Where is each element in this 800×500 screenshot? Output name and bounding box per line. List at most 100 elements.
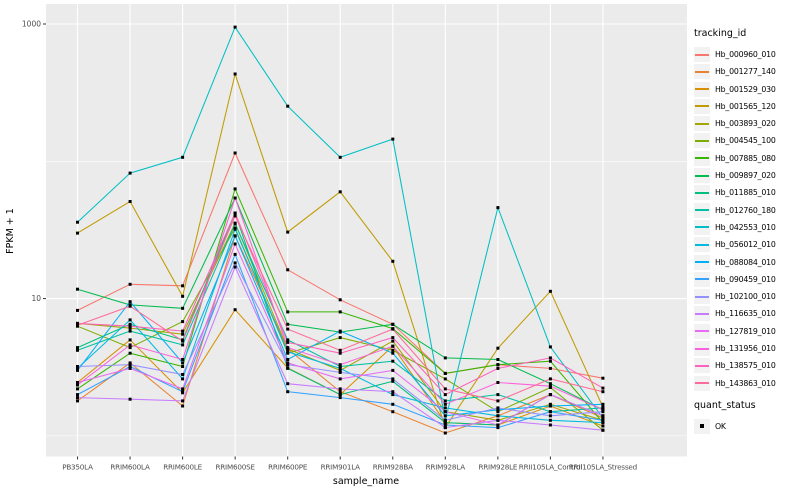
data-point (286, 358, 290, 361)
x-tick-label: PB350LA (62, 463, 93, 472)
data-point (391, 359, 395, 363)
data-point (443, 423, 447, 427)
data-point (128, 346, 132, 350)
data-point (548, 377, 552, 381)
legend-key (694, 237, 710, 253)
data-point (76, 365, 79, 368)
data-point (76, 387, 79, 391)
data-point (181, 377, 185, 381)
legend-key (694, 185, 710, 201)
data-point (338, 190, 342, 194)
data-point (601, 386, 605, 390)
data-point (286, 268, 290, 272)
data-point (548, 423, 552, 427)
data-point (181, 358, 185, 361)
y-tick-label: 1000 (22, 20, 41, 29)
x-tick-label: RRIM928LE (478, 463, 517, 472)
grid-minor (46, 161, 687, 437)
data-point (233, 214, 237, 218)
legend-item: Hb_007885_080 (694, 150, 798, 166)
data-point (548, 382, 552, 386)
legend-key (694, 150, 710, 166)
x-tick-label: RRIM928LA (426, 463, 466, 472)
data-point (286, 363, 290, 367)
data-point (391, 339, 395, 343)
legend-item: Hb_042553_010 (694, 219, 798, 235)
data-point (391, 137, 395, 141)
legend-line-swatch (695, 122, 709, 125)
data-point (76, 231, 79, 235)
data-point (601, 376, 605, 380)
data-point (233, 25, 237, 29)
legend-line-swatch (695, 88, 709, 91)
data-point (391, 368, 395, 372)
data-point (76, 346, 79, 350)
data-point (128, 322, 132, 326)
data-point (443, 393, 447, 397)
legend-item-label: Hb_056012_010 (715, 240, 776, 250)
legend-line-swatch (695, 105, 709, 108)
data-point (601, 402, 605, 406)
legend-key (694, 219, 710, 235)
data-point (76, 368, 79, 372)
data-point (496, 206, 500, 210)
legend-key (694, 81, 710, 97)
data-point (496, 410, 500, 414)
legend-item: Hb_138575_010 (694, 358, 798, 374)
data-point (181, 339, 185, 343)
data-point (443, 426, 447, 430)
data-point (601, 428, 605, 432)
legend-line-swatch (695, 295, 709, 298)
x-tick-label: RRIM600LA (110, 463, 150, 472)
legend-key (694, 341, 710, 357)
data-point (443, 387, 447, 391)
legend-item-label: Hb_102100_010 (715, 292, 776, 302)
x-tick-label: RRII105LA_Stressed (569, 463, 637, 472)
legend-line-swatch (695, 278, 709, 281)
data-point (496, 363, 500, 367)
data-point (286, 322, 290, 326)
data-point (443, 431, 447, 435)
legend-item-label: Hb_116635_010 (715, 309, 776, 319)
data-point (443, 377, 447, 381)
data-point (496, 423, 500, 427)
x-tick-label: RRIM600PE (268, 463, 308, 472)
legend2-items: OK (694, 418, 798, 434)
data-point (286, 104, 290, 108)
data-point (391, 259, 395, 263)
data-point (496, 381, 500, 384)
data-point (286, 346, 290, 350)
legend-line-swatch (695, 347, 709, 350)
legend-point-swatch (700, 424, 704, 429)
legend-item: Hb_116635_010 (694, 306, 798, 322)
data-point (233, 196, 237, 200)
data-point (496, 414, 500, 418)
data-point (76, 393, 79, 397)
data-point (128, 366, 132, 370)
data-point (338, 390, 342, 394)
legend-key (694, 271, 710, 287)
data-point (496, 399, 500, 403)
data-point (338, 366, 342, 370)
data-point (128, 300, 132, 304)
data-point (286, 366, 290, 370)
data-point (181, 329, 185, 333)
data-point (76, 323, 79, 327)
legend-item: Hb_000960_010 (694, 47, 798, 62)
data-point (601, 424, 605, 428)
legend-item-label: Hb_001565_120 (715, 101, 776, 111)
data-point (128, 326, 132, 330)
data-point (548, 359, 552, 363)
legend-item: OK (694, 418, 798, 434)
x-tick-label: RRIM901LA (321, 463, 361, 472)
data-point (391, 377, 395, 381)
data-point (338, 393, 342, 397)
legend-item-label: Hb_004545_100 (715, 136, 776, 146)
legend-item-label: Hb_011885_010 (715, 188, 776, 198)
legend-key (694, 289, 710, 305)
legend-line-swatch (695, 312, 709, 315)
series-points (76, 25, 605, 435)
legend-item-label: Hb_090459_010 (715, 274, 776, 284)
data-point (181, 365, 185, 368)
data-point (181, 399, 185, 403)
